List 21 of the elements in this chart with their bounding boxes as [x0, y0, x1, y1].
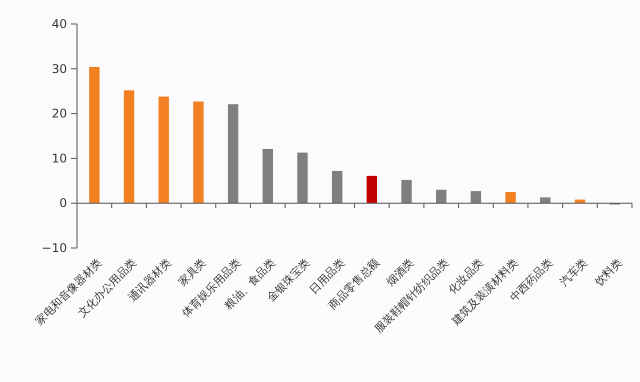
bar: [158, 96, 169, 204]
bar: [193, 102, 204, 204]
y-tick-label: 40: [52, 17, 67, 31]
y-tick-label: 30: [52, 62, 67, 76]
bar: [470, 191, 482, 204]
x-tick-label: 汽车类: [558, 256, 590, 289]
y-tick-label: 0: [59, 196, 67, 210]
bar: [297, 152, 308, 204]
bar: [401, 180, 412, 204]
y-tick-label: −10: [42, 241, 67, 255]
bar: [366, 176, 378, 204]
bar: [228, 104, 238, 204]
bar: [505, 192, 516, 204]
bar: [332, 170, 342, 204]
bar: [262, 148, 273, 204]
bar: [436, 190, 446, 204]
y-tick-label: 20: [52, 106, 67, 121]
y-tick-label: 10: [52, 151, 67, 166]
x-tick-label: 饮料类: [592, 256, 625, 290]
bar: [89, 67, 100, 204]
bar: [124, 90, 134, 204]
